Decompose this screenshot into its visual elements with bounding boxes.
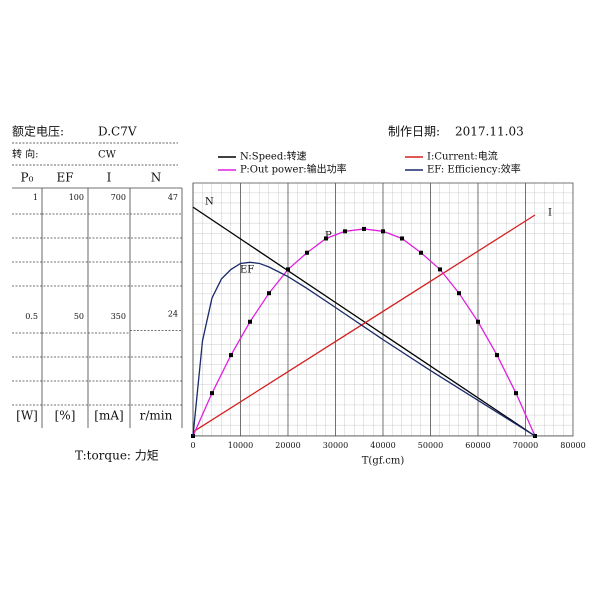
- marker: [362, 226, 366, 231]
- marker: [381, 229, 385, 234]
- x-tick-label: 60000: [465, 441, 490, 450]
- marker: [305, 250, 309, 255]
- series-line: [192, 214, 536, 433]
- marker: [457, 291, 461, 296]
- tick-label: 700: [111, 193, 126, 202]
- marker: [476, 319, 480, 324]
- axis-unit: [W]: [16, 409, 38, 423]
- tick-label: 47: [168, 193, 178, 202]
- tick-label: 100: [69, 193, 84, 202]
- series-line: [192, 206, 536, 437]
- series-label: EF: [240, 265, 254, 276]
- direction: CW: [98, 150, 117, 161]
- marker: [248, 319, 252, 324]
- marker: [514, 391, 518, 396]
- legend-label: I:Current:电流: [427, 150, 498, 163]
- marker: [267, 291, 271, 296]
- tick-label: 24: [168, 309, 178, 318]
- tick-label: 0.5: [25, 312, 38, 321]
- marker: [229, 353, 233, 358]
- axis-name: I: [107, 171, 112, 185]
- marker: [343, 229, 347, 234]
- axis-name: P₀: [21, 171, 34, 185]
- x-tick-label: 0: [190, 441, 195, 450]
- legend-label: P:Out power:输出功率: [240, 163, 347, 176]
- direction-label: 转 向:: [12, 148, 39, 161]
- marker: [495, 353, 499, 358]
- axis-name: EF: [56, 171, 73, 185]
- voltage: D.C7V: [98, 125, 137, 139]
- x-tick-label: 40000: [370, 441, 395, 450]
- axis-unit: [mA]: [94, 409, 123, 423]
- table-frame: [12, 187, 183, 428]
- x-tick-label: 80000: [560, 441, 585, 450]
- axis-name: N: [151, 171, 162, 185]
- table-rows: [12, 237, 182, 406]
- date: 2017.11.03: [455, 125, 524, 139]
- x-tick-label: 10000: [228, 441, 253, 450]
- header-rules: [12, 142, 178, 166]
- torque-note: T:torque: 力矩: [75, 449, 159, 463]
- tick-label: 350: [111, 312, 126, 321]
- tick-label: 1: [33, 193, 38, 202]
- marker: [400, 236, 404, 241]
- marker: [286, 267, 290, 272]
- legend-label: EF: Efficiency:效率: [427, 163, 521, 176]
- x-tick-label: 20000: [275, 441, 300, 450]
- axis-unit: r/min: [140, 409, 173, 423]
- series-label: N: [205, 197, 214, 208]
- marker: [324, 236, 328, 241]
- tick-label: 50: [74, 312, 84, 321]
- legend-label: N:Speed:转速: [240, 150, 307, 163]
- series-label: P: [325, 231, 332, 242]
- voltage-label: 额定电压:: [12, 124, 64, 139]
- axis-unit: [%]: [55, 409, 76, 423]
- series-label: I: [548, 208, 552, 219]
- marker: [438, 267, 442, 272]
- x-tick-label: 70000: [513, 441, 538, 450]
- marker: [419, 250, 423, 255]
- marker: [210, 391, 214, 396]
- x-tick-label: 30000: [323, 441, 348, 450]
- series-line: [192, 261, 536, 437]
- date-label: 制作日期:: [388, 125, 440, 139]
- x-axis-label: T(gf.cm): [362, 456, 405, 467]
- x-tick-label: 50000: [418, 441, 443, 450]
